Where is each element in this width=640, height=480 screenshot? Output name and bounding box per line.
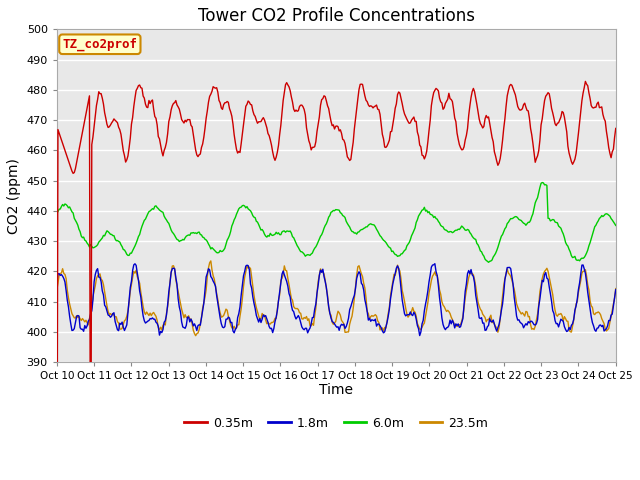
Legend: 0.35m, 1.8m, 6.0m, 23.5m: 0.35m, 1.8m, 6.0m, 23.5m: [179, 412, 493, 435]
Y-axis label: CO2 (ppm): CO2 (ppm): [7, 158, 21, 234]
X-axis label: Time: Time: [319, 383, 353, 396]
Title: Tower CO2 Profile Concentrations: Tower CO2 Profile Concentrations: [198, 7, 475, 25]
Text: TZ_co2prof: TZ_co2prof: [62, 37, 138, 51]
